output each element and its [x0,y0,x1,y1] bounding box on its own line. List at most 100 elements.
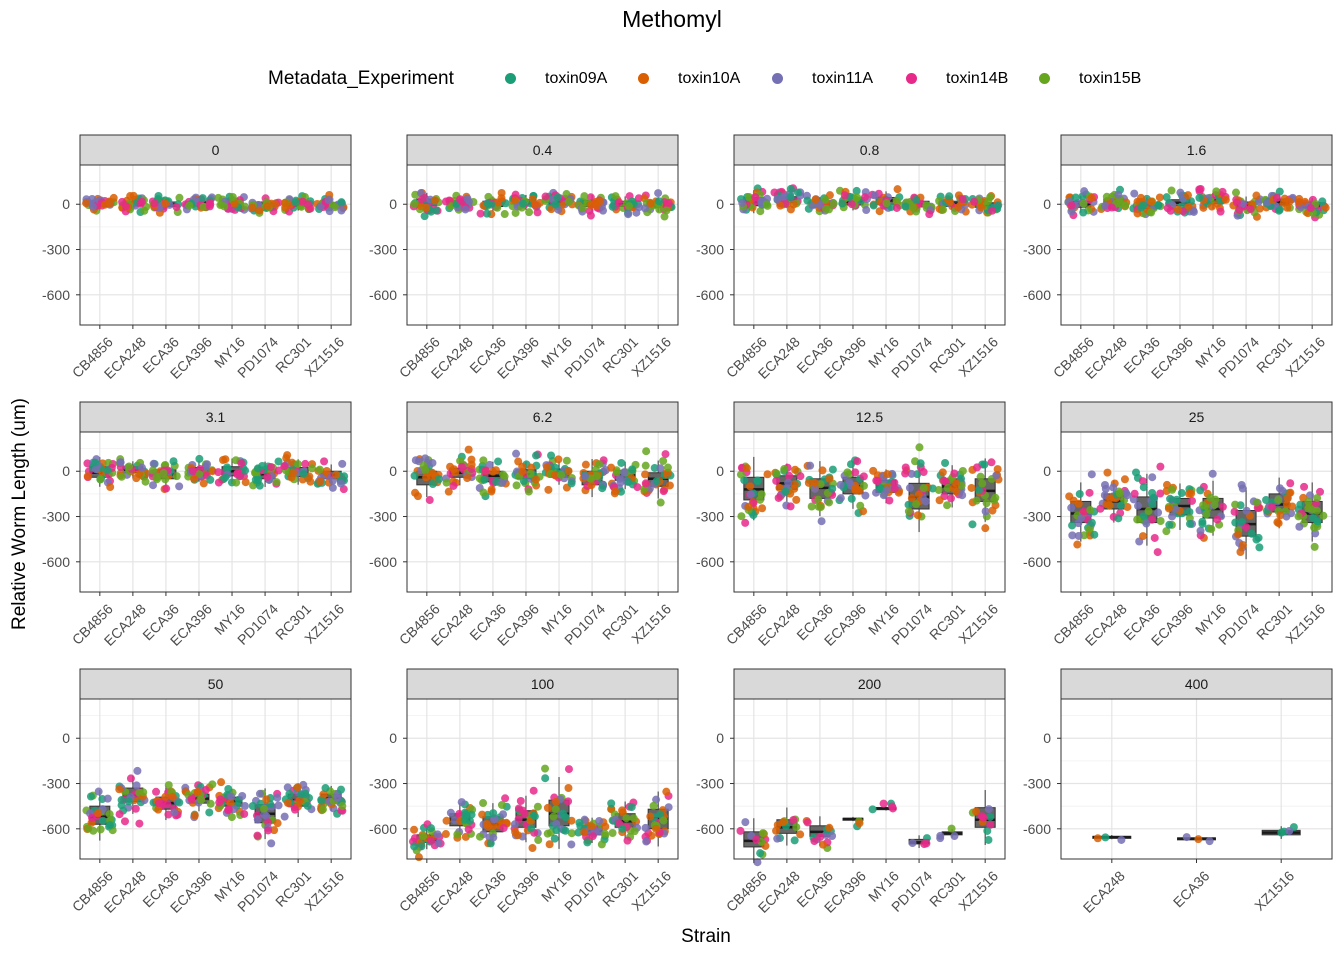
data-point [226,799,235,808]
data-point [1312,506,1321,515]
data-point [441,830,450,839]
data-point [511,196,520,205]
data-point [915,443,924,452]
data-point [1316,487,1325,496]
data-point [148,466,157,475]
data-point [1154,508,1163,517]
data-point [792,823,801,832]
data-point [494,457,503,466]
data-point [267,839,276,848]
data-point [230,199,239,208]
data-point [1153,548,1162,557]
data-point [487,487,496,496]
x-axis-label: Strain [681,926,731,947]
data-point [608,202,617,211]
data-point [206,475,215,484]
y-tick-label: -300 [696,509,724,525]
data-point [908,839,917,848]
data-point [967,483,976,492]
data-point [280,812,289,821]
data-point [1212,187,1221,196]
data-point [1304,497,1313,506]
y-tick-label: 0 [389,196,397,212]
data-point [821,195,830,204]
data-point [283,783,292,792]
data-point [641,823,650,832]
y-tick-label: 0 [62,196,70,212]
data-point [526,469,535,478]
facet-strip-label: 1.6 [1187,142,1207,158]
data-point [772,476,781,485]
data-point [442,478,451,487]
data-point [1137,203,1146,212]
data-point [1177,489,1186,498]
data-point [1133,515,1142,524]
data-point [109,193,118,202]
data-point [608,828,617,837]
data-point [1067,503,1076,512]
facet-strip [79,134,352,166]
x-tick-label: XZ1516 [1251,868,1297,914]
data-point [1185,519,1194,528]
data-point [781,487,790,496]
data-point [216,795,225,804]
data-point [564,197,573,206]
data-point [549,812,558,821]
data-point [578,204,587,213]
data-point [810,484,819,493]
data-point [587,481,596,490]
data-point [1138,532,1147,541]
panel-background [407,165,678,325]
data-point [804,478,813,487]
data-point [815,200,824,209]
data-point [333,793,342,802]
data-point [1306,204,1315,213]
y-tick-label: -600 [696,821,724,837]
data-point [306,477,315,486]
data-point [1173,205,1182,214]
data-point [164,810,173,819]
data-point [1278,486,1287,495]
data-point [868,805,877,814]
data-point [1285,197,1294,206]
data-point [1130,489,1139,498]
data-point [1195,187,1204,196]
y-tick-label: -600 [696,287,724,303]
data-point [875,483,884,492]
data-point [741,818,750,827]
data-point [1149,493,1158,502]
y-tick-label: -300 [42,776,70,792]
data-point [595,460,604,469]
y-tick-label: -600 [369,554,397,570]
data-point [790,480,799,489]
data-point [567,840,576,849]
data-point [544,485,553,494]
data-point [981,524,990,533]
data-point [255,789,264,798]
y-tick-label: -600 [369,821,397,837]
data-point [159,469,168,478]
data-point [641,461,650,470]
y-tick-label: -600 [696,554,724,570]
data-point [817,517,826,526]
data-point [952,479,961,488]
data-point [441,197,450,206]
data-point [170,808,179,817]
data-point [1116,501,1125,510]
data-point [1068,531,1077,540]
data-point [567,816,576,825]
data-point [190,811,199,820]
data-point [118,197,127,206]
data-point [1252,535,1261,544]
data-point [664,199,673,208]
data-point [547,451,556,460]
data-point [168,792,177,801]
data-point [478,810,487,819]
data-point [595,816,604,825]
data-point [1218,187,1227,196]
data-point [803,818,812,827]
data-point [916,459,925,468]
data-point [958,491,967,500]
data-point [217,778,226,787]
data-point [84,824,93,833]
